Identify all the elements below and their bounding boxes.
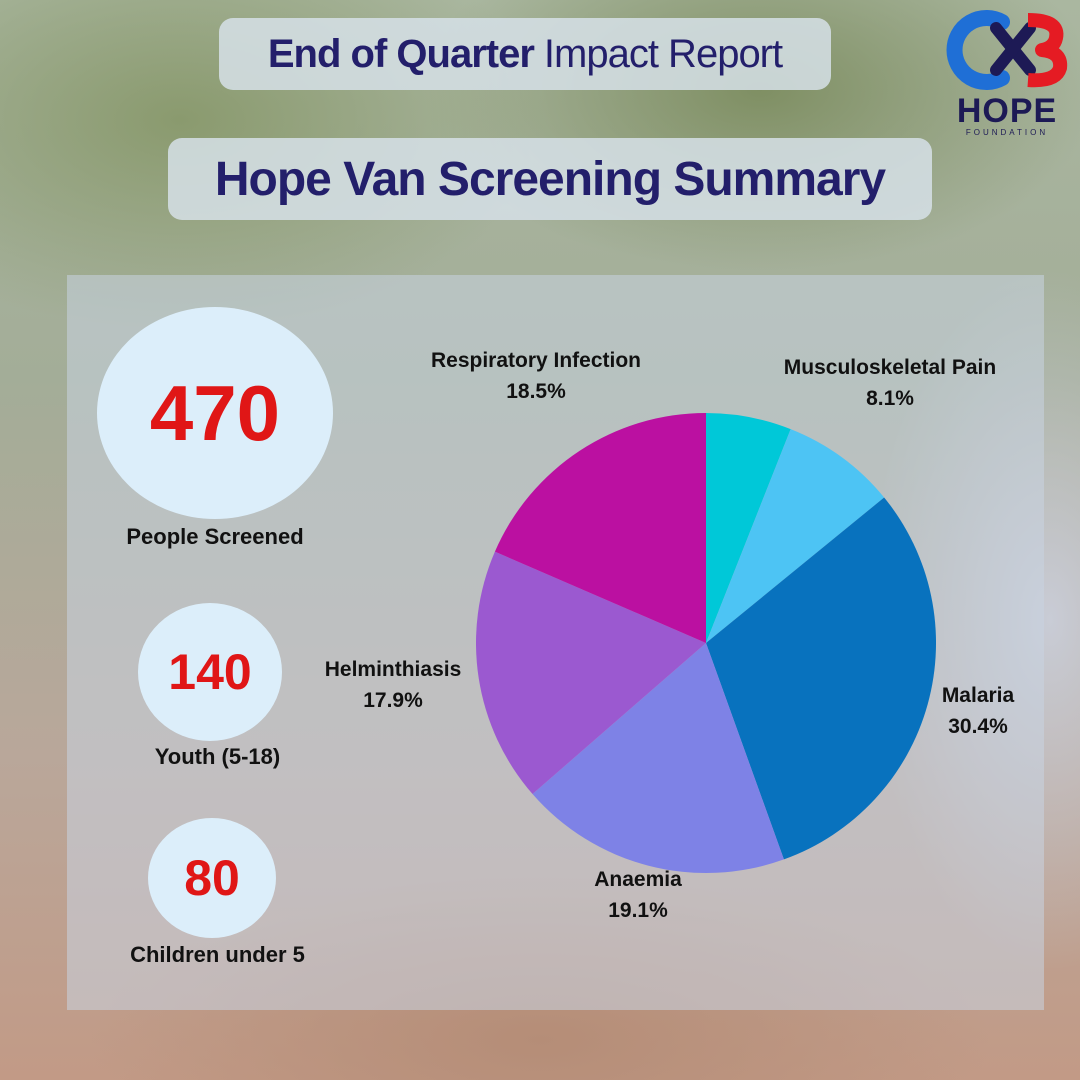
- youth-value: 140: [168, 644, 252, 700]
- hope-logo-mark-icon: [946, 10, 1068, 90]
- people-screened-label: People Screened: [126, 524, 304, 549]
- logo-name: HOPE: [956, 92, 1058, 130]
- pie-slice-anaemia: [532, 643, 784, 873]
- pie-slice-malaria: [706, 497, 937, 860]
- pie-slice-respiratory-infection: [494, 413, 706, 643]
- pie-slice-other: [706, 413, 791, 643]
- children-value: 80: [184, 850, 240, 906]
- slice-label-respiratory-infection: Respiratory Infection: [431, 349, 641, 372]
- report-subtitle: Hope Van Screening Summary: [168, 138, 932, 220]
- report-title-rest: Impact Report: [543, 31, 783, 76]
- slice-label-anaemia: Anaemia: [594, 868, 682, 891]
- youth-stat: 140: [138, 603, 282, 741]
- report-title: End of Quarter Impact Report: [219, 18, 831, 90]
- slice-percent-musculoskeletal-pain: 8.1%: [866, 387, 914, 410]
- pie-slice-helminthiasis: [475, 551, 706, 795]
- slice-label-helminthiasis: Helminthiasis: [325, 658, 462, 681]
- people-screened-stat: 470: [97, 307, 333, 519]
- pie-slice-musculoskeletal-pain: [706, 429, 885, 643]
- report-title-bold: End of Quarter: [267, 31, 535, 76]
- youth-label: Youth (5-18): [154, 744, 281, 769]
- slice-label-musculoskeletal-pain: Musculoskeletal Pain: [784, 356, 996, 379]
- slice-label-malaria: Malaria: [942, 684, 1015, 707]
- slice-percent-anaemia: 19.1%: [608, 899, 668, 922]
- slice-percent-respiratory-infection: 18.5%: [506, 380, 566, 403]
- children-label: Children under 5: [130, 942, 305, 967]
- hope-foundation-logo: HOPE FOUNDATION: [944, 8, 1070, 138]
- people-screened-value: 470: [149, 368, 281, 457]
- logo-sub: FOUNDATION: [965, 128, 1049, 137]
- slice-percent-helminthiasis: 17.9%: [363, 689, 423, 712]
- children-stat: 80: [148, 818, 276, 938]
- slice-percent-malaria: 30.4%: [948, 715, 1008, 738]
